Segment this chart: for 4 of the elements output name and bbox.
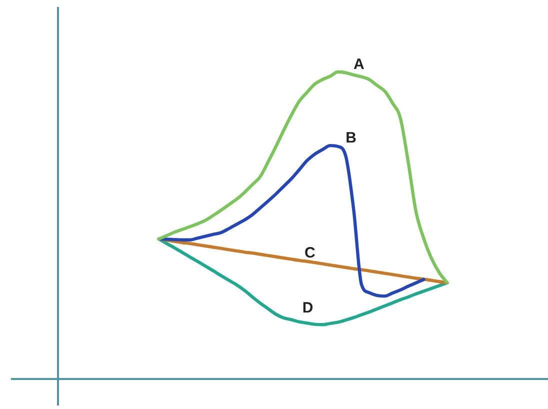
- series-label: A: [353, 56, 364, 73]
- series-label: C: [304, 244, 316, 262]
- series-label: D: [302, 299, 314, 316]
- series-label: B: [346, 130, 357, 147]
